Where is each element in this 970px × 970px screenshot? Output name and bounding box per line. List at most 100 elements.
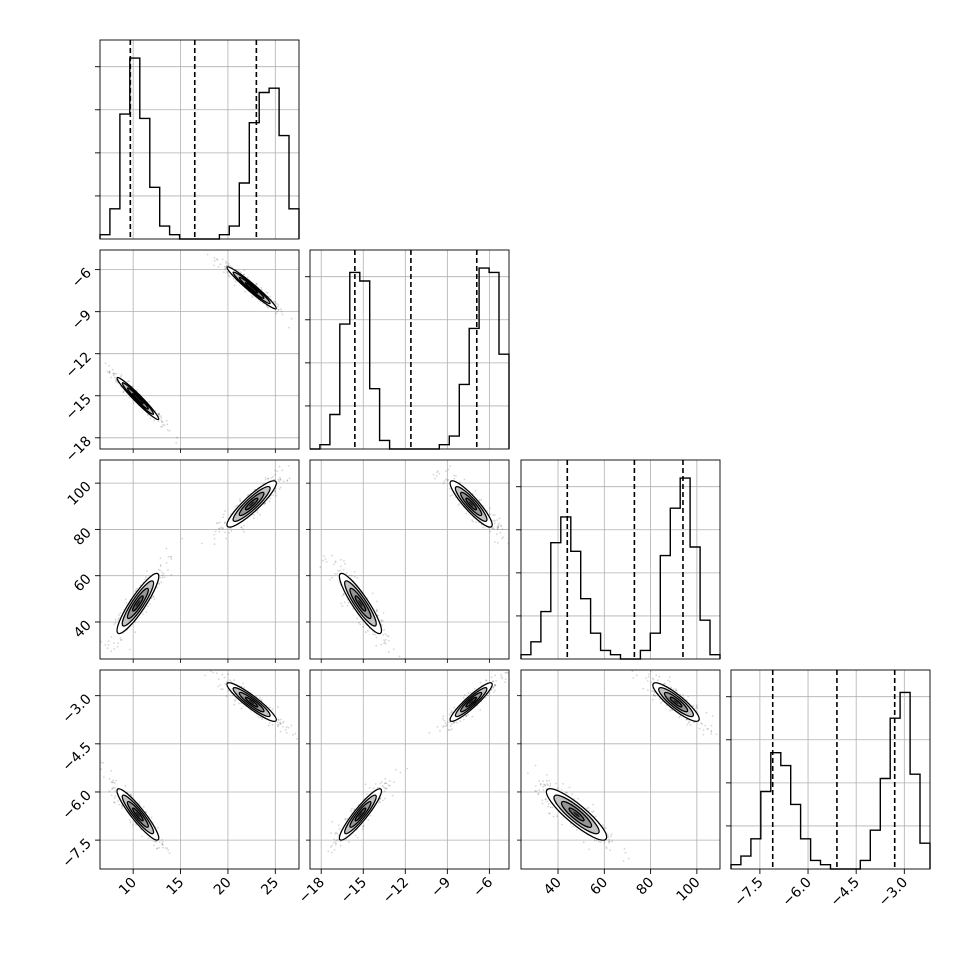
scatter-point xyxy=(668,676,671,678)
scatter-point xyxy=(113,801,115,804)
scatter-point xyxy=(277,308,280,311)
scatter-point xyxy=(384,639,387,641)
scatter-point xyxy=(544,798,547,801)
x-tick-label: 100 xyxy=(673,875,703,905)
scatter-point xyxy=(498,522,501,525)
scatter-point xyxy=(551,806,554,809)
scatter-point xyxy=(544,784,546,786)
scatter-point xyxy=(288,477,291,480)
scatter-point xyxy=(277,725,279,728)
scatter-point xyxy=(555,782,557,785)
scatter-point xyxy=(147,414,149,417)
scatter-point xyxy=(279,722,282,725)
scatter-point xyxy=(165,419,168,422)
scatter-point xyxy=(108,371,111,374)
scatter-point xyxy=(333,849,336,851)
scatter-point xyxy=(605,827,607,830)
scatter-point xyxy=(294,458,296,460)
scatter-point xyxy=(356,836,359,839)
scatter-point xyxy=(124,598,127,601)
scatter-point xyxy=(387,651,390,654)
scatter-point xyxy=(225,260,227,263)
scatter-point xyxy=(492,514,495,517)
scatter-point xyxy=(217,678,220,680)
scatter-point xyxy=(152,595,154,598)
scatter-point xyxy=(216,522,218,525)
scatter-point xyxy=(330,832,332,835)
scatter-point xyxy=(379,798,381,801)
scatter-point xyxy=(608,838,611,841)
scatter-point xyxy=(117,619,119,621)
scatter-point xyxy=(158,846,160,849)
scatter-point xyxy=(243,269,246,272)
scatter-point xyxy=(382,619,384,622)
scatter-point xyxy=(485,679,487,681)
scatter-point xyxy=(158,583,161,585)
scatter-point xyxy=(497,525,499,528)
scatter-point xyxy=(592,810,595,813)
panel-frame xyxy=(730,669,931,870)
scatter-point xyxy=(453,477,456,480)
scatter-point xyxy=(278,480,280,483)
scatter-point xyxy=(257,715,260,718)
scatter-point xyxy=(450,723,453,726)
panel-plot-area xyxy=(310,460,509,659)
scatter-point xyxy=(271,708,274,711)
scatter-point xyxy=(132,402,135,405)
scatter-point xyxy=(448,729,451,731)
scatter-point xyxy=(443,719,446,722)
scatter-point xyxy=(342,593,345,596)
scatter-point xyxy=(227,271,229,274)
scatter-point xyxy=(696,706,699,709)
scatter-point xyxy=(480,498,482,501)
scatter-point xyxy=(142,613,144,615)
scatter-point xyxy=(542,780,544,783)
scatter-point xyxy=(359,623,362,626)
scatter-point xyxy=(399,771,402,774)
scatter-point xyxy=(603,841,606,843)
scatter-point xyxy=(121,807,123,809)
scatter-point xyxy=(217,522,219,524)
scatter-point xyxy=(251,296,254,298)
scatter-point xyxy=(459,720,462,723)
scatter-point xyxy=(492,680,495,683)
scatter-point xyxy=(331,554,333,557)
scatter-point xyxy=(157,412,160,415)
scatter-point xyxy=(276,305,279,308)
scatter-point xyxy=(687,695,690,698)
scatter-point xyxy=(279,722,282,725)
scatter-point xyxy=(571,793,573,795)
scatter-point xyxy=(233,284,236,287)
scatter-point xyxy=(351,807,353,810)
scatter-point xyxy=(603,826,606,829)
scatter-point xyxy=(161,571,163,574)
scatter-point xyxy=(218,530,221,533)
scatter-point xyxy=(588,848,590,851)
scatter-point xyxy=(704,724,707,727)
scatter-point xyxy=(363,824,365,827)
scatter-point xyxy=(465,715,468,717)
scatter-point xyxy=(367,818,370,821)
x-tick-label: 25 xyxy=(258,875,282,899)
scatter-point xyxy=(493,691,495,694)
scatter-point xyxy=(256,511,259,514)
scatter-point xyxy=(128,648,131,651)
scatter-point xyxy=(437,470,439,472)
scatter-point xyxy=(336,839,338,842)
scatter-point xyxy=(234,281,237,283)
scatter-point xyxy=(282,480,285,483)
scatter-point xyxy=(255,283,257,286)
scatter-point xyxy=(220,526,223,529)
scatter-point xyxy=(222,513,225,516)
scatter-point xyxy=(213,256,216,259)
x-tick-label: −6.0 xyxy=(780,875,815,910)
scatter-point xyxy=(496,541,499,544)
scatter-point xyxy=(348,841,350,843)
scatter-point xyxy=(534,790,537,792)
scatter-point xyxy=(706,727,709,730)
scatter-point xyxy=(542,789,545,791)
scatter-point xyxy=(143,806,145,808)
scatter-point xyxy=(247,493,250,496)
scatter-point xyxy=(219,684,222,686)
scatter-point xyxy=(223,676,226,679)
